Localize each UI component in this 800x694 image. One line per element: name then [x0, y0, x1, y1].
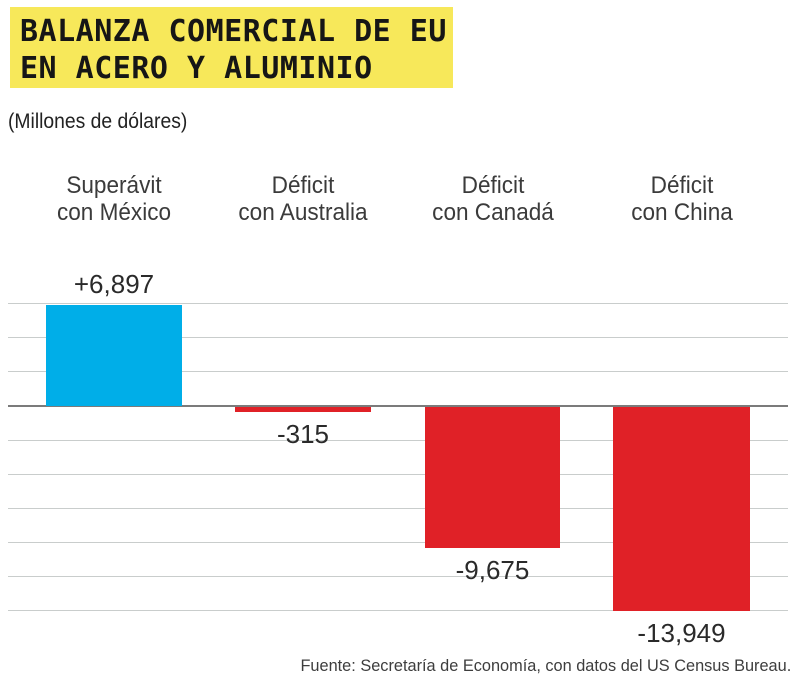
gridline: [8, 542, 788, 543]
value-label-canada: -9,675: [455, 555, 530, 586]
category-line1: Déficit: [650, 172, 713, 199]
gridline: [8, 576, 788, 577]
gridline: [8, 440, 788, 441]
bar-surplus-mexico: [46, 305, 182, 406]
category-label-australia: Déficit con Australia: [214, 172, 393, 226]
gridline: [8, 371, 788, 372]
title-highlight-box: BALANZA COMERCIAL DE EU EN ACERO Y ALUMI…: [10, 7, 453, 88]
gridline: [8, 474, 788, 475]
category-line1: Déficit: [461, 172, 524, 199]
category-line2: con México: [56, 199, 172, 226]
zero-axis-line: [8, 405, 788, 407]
gridline: [8, 337, 788, 338]
category-label-mexico: Superávit con México: [25, 172, 204, 226]
bar-deficit-canada: [425, 407, 560, 549]
value-label-mexico: +6,897: [73, 269, 155, 300]
value-label-china: -13,949: [637, 617, 726, 648]
category-line2: con Australia: [238, 199, 368, 226]
bar-deficit-australia: [235, 407, 371, 412]
bar-deficit-china: [613, 407, 750, 611]
category-line2: con Canadá: [431, 199, 554, 226]
page-title-line1: BALANZA COMERCIAL DE EU: [20, 14, 447, 49]
page-title-line2: EN ACERO Y ALUMINIO: [20, 51, 373, 86]
category-line1: Déficit: [271, 172, 335, 199]
gridline: [8, 303, 788, 304]
category-label-canada: Déficit con Canadá: [403, 172, 582, 226]
value-label-australia: -315: [276, 419, 330, 449]
category-line2: con China: [630, 199, 733, 226]
category-line1: Superávit: [66, 172, 162, 199]
gridline: [8, 508, 788, 509]
gridline: [8, 610, 788, 611]
units-label: (Millones de dólares): [8, 110, 188, 133]
category-label-china: Déficit con China: [592, 172, 771, 226]
source-attribution: Fuente: Secretaría de Economía, con dato…: [300, 656, 791, 675]
